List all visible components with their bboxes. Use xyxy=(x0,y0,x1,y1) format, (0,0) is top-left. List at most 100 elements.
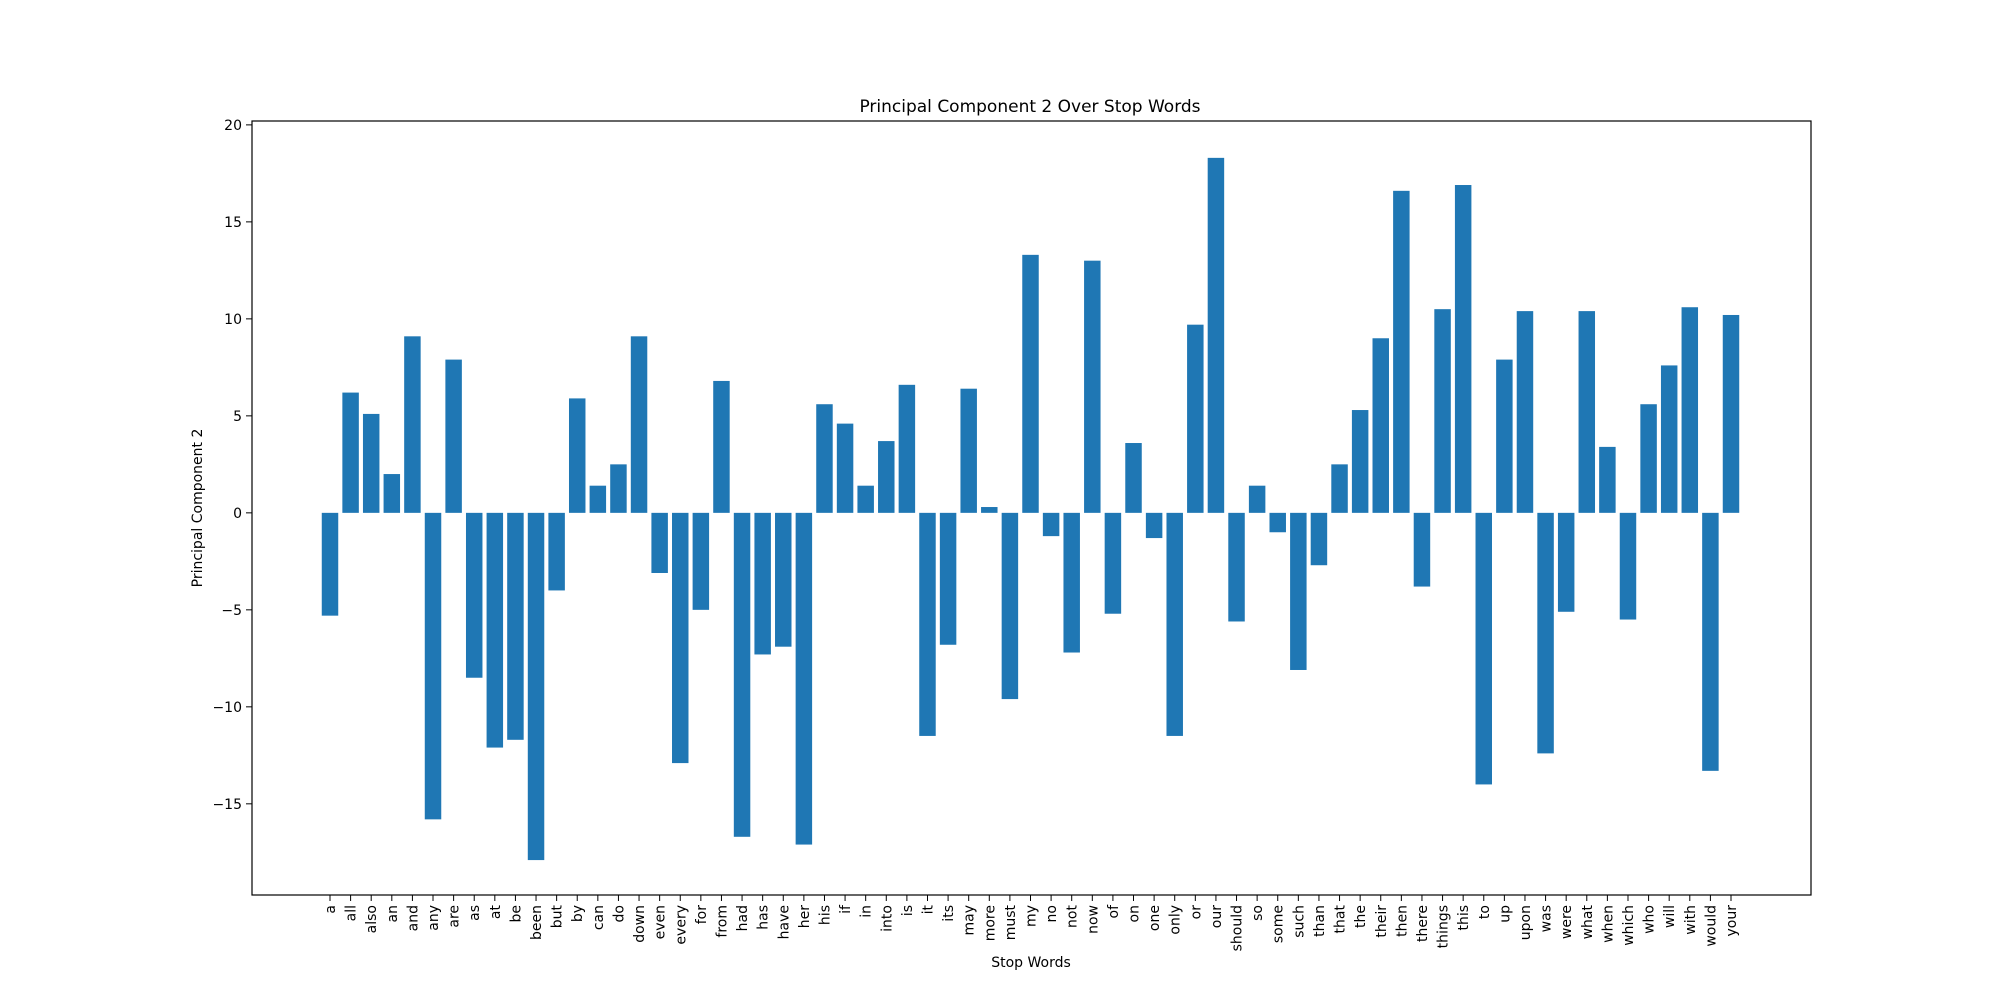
x-tick-label: that xyxy=(1333,904,1349,933)
y-axis-label: Principal Component 2 xyxy=(190,429,206,588)
x-tick-label: our xyxy=(1209,905,1225,928)
bar-has xyxy=(754,512,771,655)
x-tick-label: of xyxy=(1106,904,1122,919)
bars-group xyxy=(321,157,1740,861)
y-tick-label: 5 xyxy=(233,409,242,425)
x-tick-label: is xyxy=(900,905,916,916)
x-tick-label: an xyxy=(385,905,401,922)
bar-if xyxy=(836,423,854,513)
bar-when xyxy=(1599,446,1616,513)
x-tick-label: than xyxy=(1312,905,1328,937)
x-axis-label: Stop Words xyxy=(991,955,1071,971)
bar-with xyxy=(1681,307,1699,513)
y-tick-label: −5 xyxy=(221,603,242,619)
bar-were xyxy=(1557,512,1575,612)
x-tick-label: such xyxy=(1291,905,1307,938)
bar-been xyxy=(527,512,545,861)
bar-also xyxy=(362,413,380,513)
x-tick-label: in xyxy=(859,905,875,918)
bar-and xyxy=(404,336,421,513)
bar-there xyxy=(1413,512,1431,587)
y-axis: −15 −10 −5 0 5 10 15 20 xyxy=(212,118,252,813)
x-tick-label: also xyxy=(364,905,380,933)
bar-that xyxy=(1331,464,1348,513)
x-tick-label: and xyxy=(405,905,421,931)
x-tick-label: for xyxy=(694,905,710,924)
bar-be xyxy=(507,512,524,740)
x-tick-label: on xyxy=(1127,905,1143,922)
y-tick-label: 15 xyxy=(224,215,242,231)
bar-are xyxy=(445,359,462,513)
x-tick-label: when xyxy=(1600,905,1616,943)
x-tick-label: all xyxy=(344,905,360,921)
bar-had xyxy=(733,512,751,837)
x-tick-label: your xyxy=(1724,905,1740,937)
x-tick-label: this xyxy=(1456,905,1472,931)
x-tick-label: its xyxy=(941,905,957,922)
bar-the xyxy=(1351,410,1369,513)
x-tick-label: there xyxy=(1415,905,1431,942)
bar-upon xyxy=(1516,311,1534,513)
x-tick-label: were xyxy=(1559,905,1575,939)
bar-will xyxy=(1660,365,1678,513)
bar-her xyxy=(795,512,813,845)
x-tick-label: into xyxy=(879,905,895,932)
x-tick-label: are xyxy=(447,905,463,928)
bar-a xyxy=(321,512,339,616)
bar-then xyxy=(1393,190,1410,513)
bar-one xyxy=(1145,512,1163,539)
bar-our xyxy=(1207,157,1225,513)
bar-up xyxy=(1496,359,1513,513)
x-tick-label: should xyxy=(1230,905,1246,951)
bar-than xyxy=(1310,512,1328,566)
bar-even xyxy=(651,512,668,573)
bar-so xyxy=(1248,485,1266,513)
bar-what xyxy=(1578,311,1596,513)
y-tick-label: 20 xyxy=(224,118,242,134)
bar-no xyxy=(1042,512,1060,537)
x-tick-label: only xyxy=(1168,905,1184,935)
x-tick-label: if xyxy=(838,904,854,914)
bar-your xyxy=(1722,314,1740,513)
y-tick-label: 0 xyxy=(233,506,242,522)
x-tick-label: would xyxy=(1703,905,1719,947)
bar-but xyxy=(548,512,565,591)
bar-of xyxy=(1104,512,1122,614)
bar-down xyxy=(630,336,648,513)
x-tick-label: things xyxy=(1436,905,1452,948)
x-tick-label: every xyxy=(673,905,689,945)
x-tick-label: it xyxy=(920,905,936,915)
bar-at xyxy=(486,512,504,748)
x-tick-label: with xyxy=(1683,905,1699,935)
bar-for xyxy=(692,512,710,610)
y-tick-label: −10 xyxy=(212,700,242,716)
bar-may xyxy=(960,388,977,513)
bar-to xyxy=(1475,512,1492,785)
bar-on xyxy=(1125,443,1142,513)
x-tick-label: their xyxy=(1374,905,1390,938)
x-tick-label: any xyxy=(426,905,442,931)
bar-can xyxy=(589,485,607,513)
x-tick-label: his xyxy=(817,905,833,925)
x-tick-label: do xyxy=(611,905,627,922)
bar-any xyxy=(424,512,442,820)
bar-all xyxy=(342,392,359,513)
bar-who xyxy=(1640,404,1657,513)
bar-by xyxy=(568,398,586,513)
bar-in xyxy=(857,485,874,513)
bar-do xyxy=(610,464,627,513)
x-tick-label: must xyxy=(1003,904,1019,940)
x-tick-label: a xyxy=(323,905,339,914)
x-tick-label: to xyxy=(1477,905,1493,919)
x-tick-label: had xyxy=(735,905,751,931)
bar-my xyxy=(1022,254,1039,513)
bar-is xyxy=(898,384,916,513)
x-tick-label: so xyxy=(1250,905,1266,921)
bar-some xyxy=(1269,512,1286,533)
bar-or xyxy=(1187,324,1204,513)
bar-not xyxy=(1063,512,1080,653)
x-tick-label: by xyxy=(570,905,586,922)
x-tick-label: up xyxy=(1497,905,1513,923)
x-tick-label: now xyxy=(1085,905,1101,934)
